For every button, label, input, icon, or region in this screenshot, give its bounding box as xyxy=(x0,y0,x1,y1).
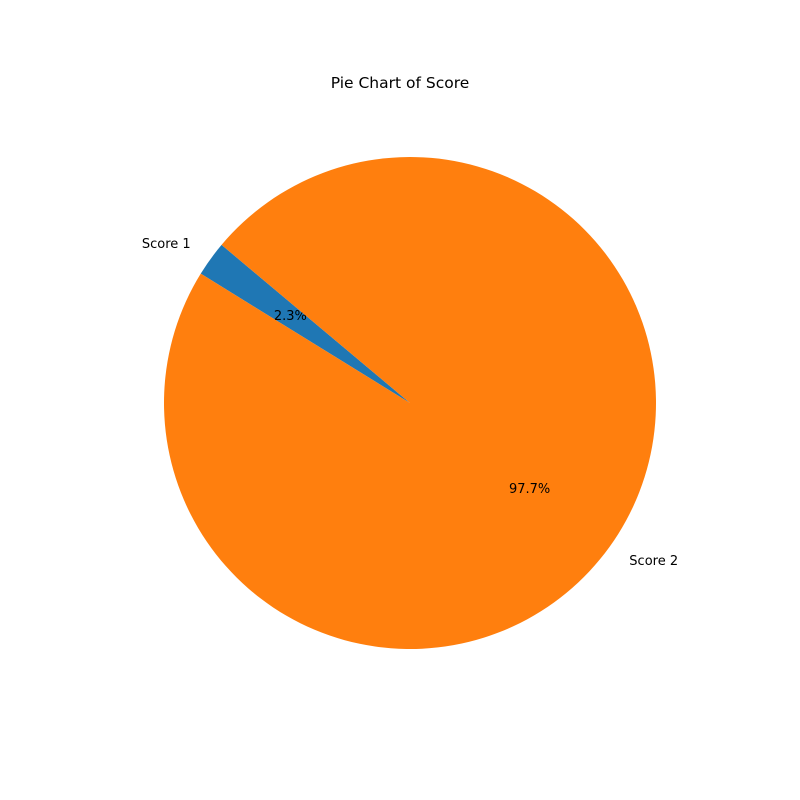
pie-slice-1 xyxy=(200,244,410,403)
pie-slice-2 xyxy=(163,157,656,649)
slice-label-1: Score 1 xyxy=(142,237,191,252)
slice-label-2: Score 2 xyxy=(629,554,678,569)
percent-label-1: 2.3% xyxy=(274,309,307,324)
percent-label-2: 97.7% xyxy=(509,482,550,497)
chart-title: Pie Chart of Score xyxy=(330,74,470,92)
